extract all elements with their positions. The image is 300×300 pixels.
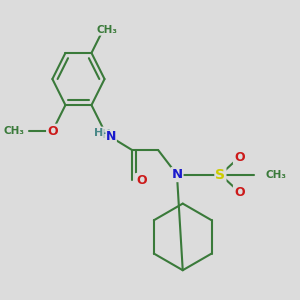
Text: S: S [215,168,225,182]
Text: CH₃: CH₃ [265,169,286,180]
Text: N: N [106,130,116,143]
Text: O: O [234,151,244,164]
Text: CH₃: CH₃ [97,25,118,35]
Text: H: H [101,128,111,141]
Text: CH₃: CH₃ [4,126,25,136]
Text: O: O [234,185,244,199]
Text: N: N [171,168,182,181]
Text: H: H [94,128,104,138]
Text: O: O [47,125,58,138]
Text: O: O [136,174,147,187]
